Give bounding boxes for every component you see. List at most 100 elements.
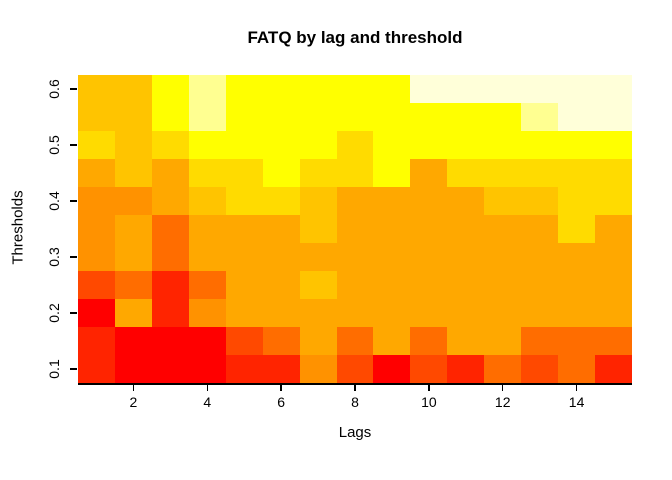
heatmap-cell-lag1-thr0.55: [78, 103, 115, 131]
heatmap-cell-lag9-thr0.3: [373, 243, 411, 271]
heatmap-cell-lag9-thr0.2: [373, 299, 411, 327]
x-tick-6: [280, 384, 282, 391]
heatmap-cell-lag1-thr0.4: [78, 187, 115, 215]
heatmap-cell-lag1-thr0.6: [78, 75, 115, 103]
heatmap-cell-lag8-thr0.6: [336, 75, 374, 103]
heatmap-cell-lag8-thr0.4: [336, 187, 374, 215]
heatmap-cell-lag10-thr0.5: [410, 131, 448, 159]
y-tick-label-0.2: 0.2: [46, 303, 62, 323]
heatmap-cell-lag15-thr0.4: [595, 187, 632, 215]
heatmap-cell-lag3-thr0.4: [151, 187, 189, 215]
heatmap-cell-lag11-thr0.15: [447, 327, 485, 355]
heatmap-cell-lag3-thr0.6: [151, 75, 189, 103]
heatmap-cell-lag6-thr0.2: [262, 299, 300, 327]
heatmap-cell-lag13-thr0.1: [521, 355, 559, 383]
heatmap-cell-lag1-thr0.15: [78, 327, 115, 355]
x-tick-8: [354, 384, 356, 391]
heatmap-cell-lag10-thr0.25: [410, 271, 448, 299]
heatmap-cell-lag7-thr0.45: [299, 159, 337, 187]
heatmap-cell-lag1-thr0.1: [78, 355, 115, 383]
heatmap-cell-lag2-thr0.6: [114, 75, 152, 103]
heatmap-cell-lag13-thr0.2: [521, 299, 559, 327]
heatmap-cell-lag3-thr0.15: [151, 327, 189, 355]
heatmap-cell-lag12-thr0.3: [484, 243, 522, 271]
heatmap-cell-lag2-thr0.25: [114, 271, 152, 299]
heatmap-cell-lag8-thr0.55: [336, 103, 374, 131]
heatmap-cell-lag11-thr0.35: [447, 215, 485, 243]
heatmap-cell-lag13-thr0.4: [521, 187, 559, 215]
heatmap-cell-lag3-thr0.3: [151, 243, 189, 271]
heatmap-cell-lag14-thr0.1: [558, 355, 596, 383]
heatmap-cell-lag15-thr0.5: [595, 131, 632, 159]
heatmap-cell-lag1-thr0.5: [78, 131, 115, 159]
heatmap-cell-lag3-thr0.5: [151, 131, 189, 159]
heatmap-cell-lag14-thr0.25: [558, 271, 596, 299]
heatmap-cell-lag4-thr0.6: [188, 75, 226, 103]
heatmap-cell-lag10-thr0.55: [410, 103, 448, 131]
y-tick-0.3: [70, 256, 77, 258]
heatmap-cell-lag14-thr0.3: [558, 243, 596, 271]
x-tick-label-2: 2: [129, 394, 138, 410]
heatmap-cell-lag14-thr0.5: [558, 131, 596, 159]
heatmap-cell-lag3-thr0.2: [151, 299, 189, 327]
x-tick-14: [575, 384, 578, 391]
heatmap-cell-lag13-thr0.35: [521, 215, 559, 243]
heatmap-cell-lag4-thr0.4: [188, 187, 226, 215]
heatmap-cell-lag9-thr0.45: [373, 159, 411, 187]
heatmap-cell-lag11-thr0.2: [447, 299, 485, 327]
x-tick-4: [206, 384, 209, 391]
heatmap-cell-lag11-thr0.5: [447, 131, 485, 159]
heatmap-cell-lag13-thr0.3: [521, 243, 559, 271]
y-tick-label-0.5: 0.5: [46, 135, 62, 155]
heatmap-cell-lag5-thr0.5: [225, 131, 263, 159]
heatmap-cell-lag5-thr0.2: [225, 299, 263, 327]
heatmap-cell-lag14-thr0.4: [558, 187, 596, 215]
heatmap-cell-lag9-thr0.4: [373, 187, 411, 215]
heatmap-cell-lag3-thr0.45: [151, 159, 189, 187]
heatmap-cell-lag12-thr0.5: [484, 131, 522, 159]
heatmap-cell-lag14-thr0.15: [558, 327, 596, 355]
y-tick-0.5: [70, 144, 77, 146]
y-tick-label-0.6: 0.6: [46, 79, 62, 99]
heatmap-cell-lag5-thr0.1: [225, 355, 263, 383]
heatmap-cell-lag11-thr0.55: [447, 103, 485, 131]
heatmap-cell-lag1-thr0.3: [78, 243, 115, 271]
heatmap-cell-lag10-thr0.2: [410, 299, 448, 327]
heatmap-cell-lag15-thr0.55: [595, 103, 632, 131]
x-tick-label-10: 10: [421, 394, 437, 410]
heatmap-cell-lag8-thr0.15: [336, 327, 374, 355]
heatmap-cell-lag5-thr0.45: [225, 159, 263, 187]
heatmap-cell-lag6-thr0.1: [262, 355, 300, 383]
heatmap-cell-lag2-thr0.5: [114, 131, 152, 159]
heatmap-cell-lag8-thr0.35: [336, 215, 374, 243]
heatmap-cell-lag6-thr0.15: [262, 327, 300, 355]
heatmap-cell-lag11-thr0.1: [447, 355, 485, 383]
heatmap-cell-lag6-thr0.55: [262, 103, 300, 131]
heatmap-cell-lag15-thr0.1: [595, 355, 632, 383]
heatmap-cell-lag6-thr0.6: [262, 75, 300, 103]
x-tick-label-6: 6: [277, 394, 286, 410]
heatmap-cell-lag6-thr0.35: [262, 215, 300, 243]
heatmap-cell-lag10-thr0.6: [410, 75, 448, 103]
heatmap-cell-lag13-thr0.45: [521, 159, 559, 187]
heatmap-cell-lag9-thr0.55: [373, 103, 411, 131]
heatmap-cell-lag12-thr0.45: [484, 159, 522, 187]
heatmap-cell-lag12-thr0.2: [484, 299, 522, 327]
heatmap-cell-lag8-thr0.1: [336, 355, 374, 383]
heatmap-cell-lag5-thr0.3: [225, 243, 263, 271]
x-axis-label: Lags: [338, 424, 372, 441]
heatmap-cell-lag7-thr0.4: [299, 187, 337, 215]
heatmap-cell-lag10-thr0.35: [410, 215, 448, 243]
heatmap-cell-lag1-thr0.2: [78, 299, 115, 327]
heatmap-cell-lag7-thr0.55: [299, 103, 337, 131]
heatmap-cell-lag10-thr0.45: [410, 159, 448, 187]
heatmap-cell-lag4-thr0.25: [188, 271, 226, 299]
y-tick-label-0.1: 0.1: [46, 359, 62, 379]
heatmap-cell-lag5-thr0.25: [225, 271, 263, 299]
heatmap-cell-lag4-thr0.35: [188, 215, 226, 243]
x-tick-2: [132, 384, 135, 391]
heatmap-cell-lag8-thr0.2: [336, 299, 374, 327]
heatmap-cell-lag7-thr0.15: [299, 327, 337, 355]
heatmap-cell-lag2-thr0.15: [114, 327, 152, 355]
